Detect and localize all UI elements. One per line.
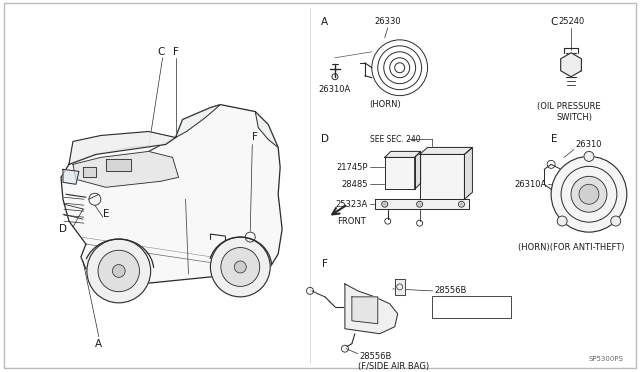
Text: SEE SEC. 240: SEE SEC. 240 — [370, 135, 420, 144]
Circle shape — [551, 156, 627, 232]
Circle shape — [571, 176, 607, 212]
Text: (F/SIDE AIR BAG): (F/SIDE AIR BAG) — [358, 362, 429, 371]
Circle shape — [113, 264, 125, 278]
Text: D: D — [321, 134, 329, 144]
Text: 98831(LH): 98831(LH) — [449, 308, 493, 317]
Polygon shape — [345, 284, 397, 334]
Circle shape — [211, 237, 270, 297]
Text: A: A — [321, 17, 328, 27]
Text: F: F — [252, 132, 258, 142]
Circle shape — [579, 184, 599, 204]
Circle shape — [584, 151, 594, 161]
Text: 25323A: 25323A — [335, 200, 368, 209]
Text: C: C — [157, 47, 164, 57]
Polygon shape — [61, 105, 282, 284]
Circle shape — [234, 261, 246, 273]
Polygon shape — [106, 159, 131, 171]
Circle shape — [418, 203, 421, 206]
Circle shape — [611, 216, 621, 226]
Polygon shape — [69, 131, 175, 164]
Circle shape — [557, 216, 567, 226]
Circle shape — [87, 239, 150, 303]
Text: 98830(RH): 98830(RH) — [449, 299, 494, 308]
Text: 26330: 26330 — [374, 17, 401, 26]
Polygon shape — [352, 297, 378, 324]
Polygon shape — [73, 151, 179, 187]
Text: FRONT: FRONT — [337, 217, 366, 226]
Polygon shape — [83, 167, 96, 177]
Text: 26310A: 26310A — [515, 180, 547, 189]
Polygon shape — [465, 147, 472, 199]
Text: 28556B: 28556B — [435, 286, 467, 295]
Text: C: C — [550, 17, 558, 27]
Text: (OIL PRESSURE: (OIL PRESSURE — [537, 102, 601, 111]
Polygon shape — [375, 199, 469, 209]
Text: E: E — [551, 134, 557, 144]
Polygon shape — [385, 151, 420, 157]
Text: SWITCH): SWITCH) — [556, 113, 592, 122]
Text: 21745P: 21745P — [336, 163, 368, 172]
Circle shape — [221, 247, 260, 286]
Polygon shape — [395, 279, 404, 295]
Text: SP5300PS: SP5300PS — [589, 356, 624, 362]
Circle shape — [460, 203, 463, 206]
Polygon shape — [385, 157, 415, 189]
Circle shape — [383, 203, 387, 206]
Polygon shape — [175, 105, 220, 138]
Polygon shape — [255, 112, 278, 147]
Text: E: E — [102, 209, 109, 219]
Bar — [431, 296, 511, 318]
Text: F: F — [322, 259, 328, 269]
Text: F: F — [173, 47, 179, 57]
Text: D: D — [59, 224, 67, 234]
Polygon shape — [420, 147, 472, 154]
Polygon shape — [420, 154, 465, 199]
Text: (HORN)(FOR ANTI-THEFT): (HORN)(FOR ANTI-THEFT) — [518, 243, 624, 251]
Text: 26310A: 26310A — [319, 85, 351, 94]
Text: 25240: 25240 — [558, 17, 584, 26]
Text: 26310: 26310 — [576, 140, 602, 149]
Polygon shape — [415, 151, 420, 189]
Polygon shape — [63, 169, 79, 184]
Text: 28485: 28485 — [341, 180, 368, 189]
Circle shape — [98, 250, 140, 292]
Text: (HORN): (HORN) — [369, 100, 401, 109]
Text: 28556B: 28556B — [360, 352, 392, 361]
Polygon shape — [561, 53, 581, 77]
Text: A: A — [95, 339, 102, 349]
